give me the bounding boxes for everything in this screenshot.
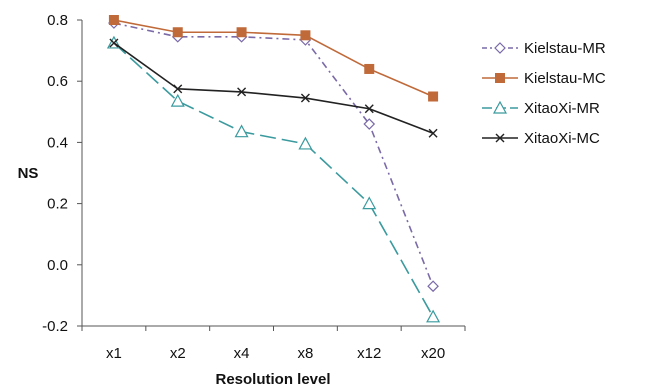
legend-item-xitaoxi-mc: XitaoXi-MC: [482, 130, 600, 147]
series-kielstau-mc: [108, 15, 439, 102]
series-line: [113, 42, 434, 318]
data-point: [300, 30, 311, 41]
data-point: [236, 27, 247, 38]
data-point: [428, 91, 439, 102]
data-point: [364, 104, 374, 114]
legend-marker: [494, 42, 506, 54]
y-tick-label: 0.2: [47, 196, 68, 213]
data-point: [428, 128, 438, 138]
data-point: [364, 63, 375, 74]
x-axis-title: Resolution level: [215, 371, 330, 388]
data-point: [237, 87, 247, 97]
data-point: [362, 196, 377, 210]
legend-label: Kielstau-MC: [524, 70, 606, 87]
y-tick-label: 0.8: [47, 12, 68, 29]
x-tick-label: x8: [297, 345, 313, 362]
legend-label: XitaoXi-MC: [524, 130, 600, 147]
y-axis-title: NS: [18, 165, 39, 182]
legend-item-kielstau-mc: Kielstau-MC: [482, 70, 606, 87]
legend-marker: [492, 100, 508, 114]
series-line: [113, 19, 434, 98]
data-point: [426, 309, 441, 323]
data-point: [108, 15, 119, 25]
series-kielstau-mr: [108, 17, 439, 293]
data-point: [172, 27, 183, 38]
series-line: [113, 42, 434, 134]
x-tick-label: x2: [170, 345, 186, 362]
data-point: [298, 136, 313, 150]
legend-marker: [495, 133, 505, 143]
legend: Kielstau-MR Kielstau-MC XitaoXi-MR XitaoXi-…: [482, 40, 606, 147]
data-point: [300, 93, 310, 103]
series-layer: [106, 15, 441, 323]
data-point: [109, 38, 119, 48]
series-xitaoxi-mc: [109, 38, 438, 138]
data-point: [170, 93, 185, 107]
data-point: [427, 280, 439, 293]
y-axis-ticks: 0.8 0.6 0.4 0.2 0.0 -0.2: [42, 12, 82, 335]
y-tick-label: 0.6: [47, 73, 68, 90]
data-point: [234, 124, 249, 138]
x-tick-label: x1: [106, 345, 122, 362]
legend-item-kielstau-mr: Kielstau-MR: [482, 40, 606, 57]
y-tick-label: -0.2: [42, 318, 68, 335]
series-line: [113, 22, 434, 287]
y-tick-label: 0.4: [47, 134, 68, 151]
legend-label: Kielstau-MR: [524, 40, 606, 57]
x-tick-label: x12: [357, 345, 381, 362]
series-xitaoxi-mr: [106, 35, 441, 323]
x-tick-label: x4: [234, 345, 250, 362]
legend-item-xitaoxi-mr: XitaoXi-MR: [482, 100, 600, 117]
x-axis-ticks: x1 x2 x4 x8 x12 x20: [81, 326, 466, 362]
data-point: [173, 84, 183, 94]
data-point: [363, 118, 376, 130]
legend-label: XitaoXi-MR: [524, 100, 600, 117]
y-tick-label: 0.0: [47, 257, 68, 274]
legend-marker: [495, 73, 505, 83]
x-tick-label: x20: [421, 345, 445, 362]
